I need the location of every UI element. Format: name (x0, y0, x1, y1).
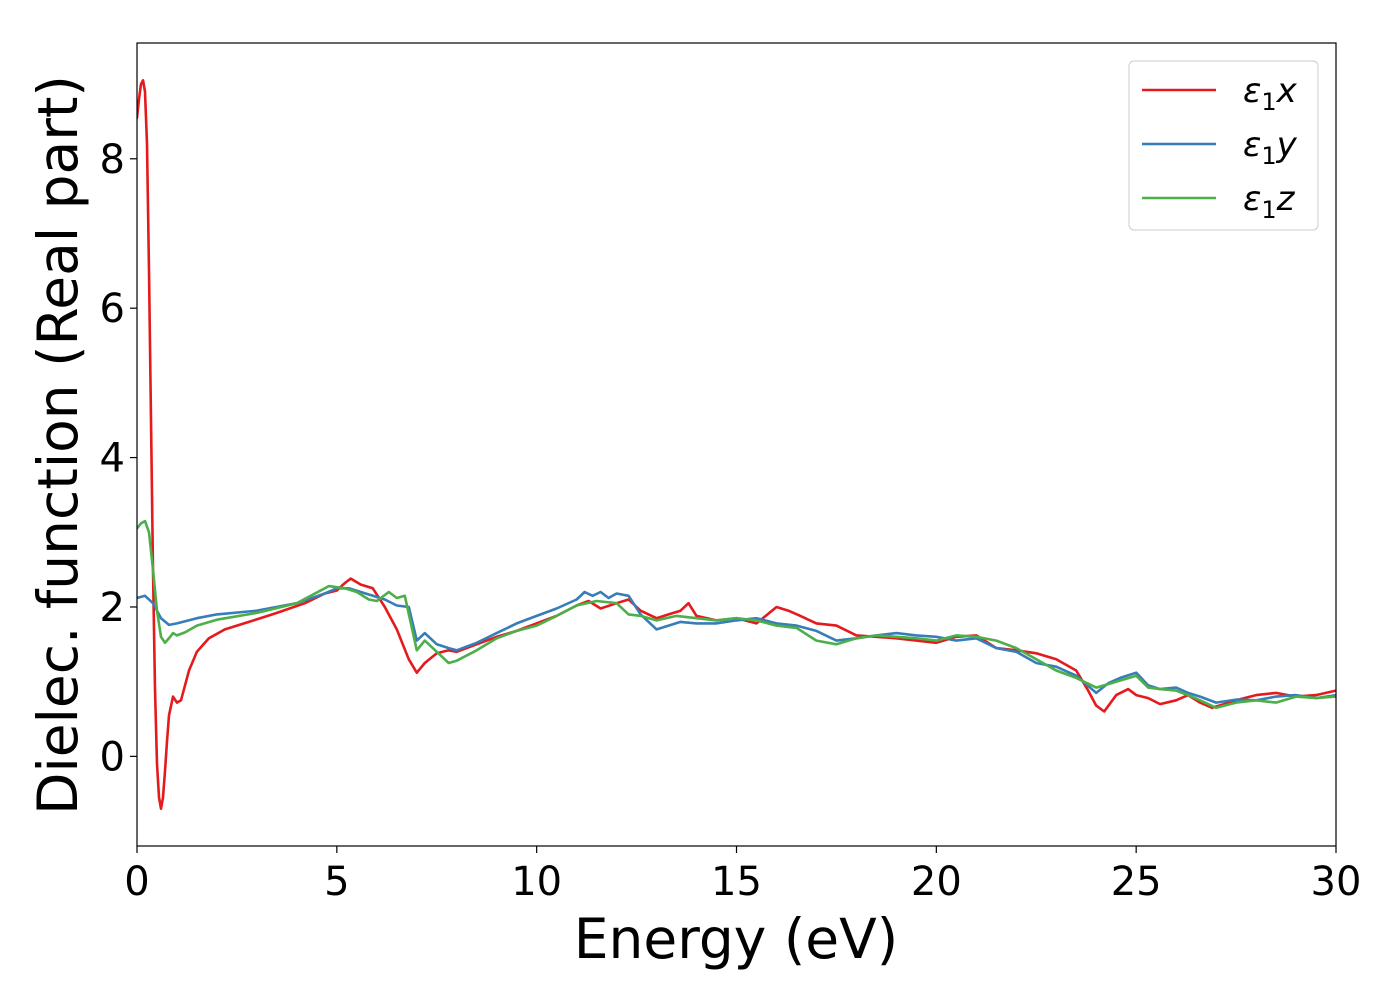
y-axis: 0 2 4 6 8 (100, 137, 137, 780)
y-axis-title: Dielec. function (Real part) (26, 75, 90, 815)
x-tick-label: 10 (511, 859, 562, 905)
legend-box (1128, 60, 1319, 231)
series-line-z (137, 519, 1336, 710)
series-layer (137, 79, 1336, 810)
series-line-x (137, 79, 1336, 810)
legend: ε1x ε1y ε1z (1128, 60, 1319, 231)
x-tick-label: 5 (324, 859, 349, 905)
legend-label-x: ε1x (1243, 71, 1298, 116)
x-tick-label: 20 (911, 859, 962, 905)
y-tick-label: 4 (100, 436, 125, 482)
x-tick-label: 0 (124, 859, 149, 905)
series-line-y (137, 587, 1336, 704)
x-axis-title: Energy (eV) (574, 907, 898, 971)
y-tick-label: 2 (100, 585, 125, 631)
y-tick-label: 6 (100, 286, 125, 332)
legend-label-y: ε1y (1243, 125, 1298, 170)
x-tick-label: 30 (1311, 859, 1362, 905)
x-axis: 0 5 10 15 20 25 30 (124, 846, 1361, 905)
y-tick-label: 0 (100, 734, 125, 780)
x-tick-label: 25 (1111, 859, 1162, 905)
x-tick-label: 15 (711, 859, 762, 905)
legend-label-z: ε1z (1243, 179, 1296, 224)
y-tick-label: 8 (100, 137, 125, 183)
